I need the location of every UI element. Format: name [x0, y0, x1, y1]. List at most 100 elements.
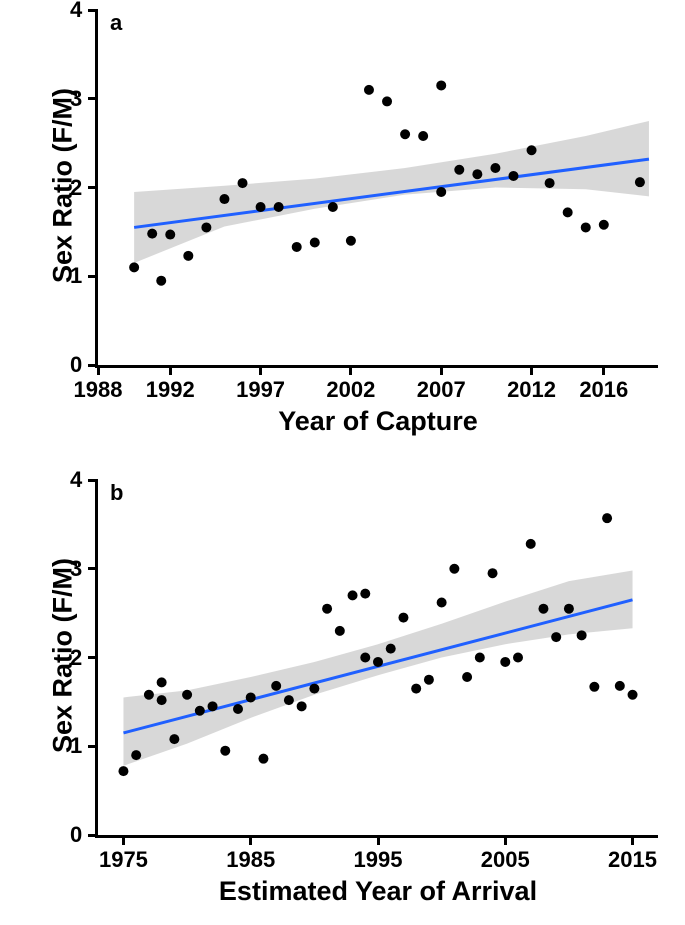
data-point	[258, 754, 268, 764]
data-point	[118, 766, 128, 776]
data-point	[527, 145, 537, 155]
x-tick-label: 2005	[481, 847, 530, 873]
data-point	[238, 178, 248, 188]
x-tick-label: 1975	[99, 847, 148, 873]
data-point	[449, 564, 459, 574]
y-tick-label: 3	[70, 556, 82, 582]
y-tick-label: 0	[70, 352, 82, 378]
data-point	[454, 165, 464, 175]
data-point	[400, 129, 410, 139]
data-point	[628, 690, 638, 700]
x-tick-label: 1988	[74, 377, 123, 403]
y-tick	[88, 834, 98, 837]
data-point	[256, 202, 266, 212]
x-tick	[259, 365, 262, 375]
data-point	[335, 626, 345, 636]
data-point	[292, 242, 302, 252]
data-point	[424, 675, 434, 685]
chart-svg-b	[98, 480, 658, 835]
x-tick	[169, 365, 172, 375]
data-point	[508, 171, 518, 181]
figure-container: a Sex Ratio (F/M) Year of Capture 198819…	[0, 0, 685, 925]
y-tick-label: 3	[70, 86, 82, 112]
y-tick	[88, 97, 98, 100]
data-point	[513, 653, 523, 663]
data-point	[274, 202, 284, 212]
data-point	[436, 80, 446, 90]
y-tick	[88, 656, 98, 659]
data-point	[398, 613, 408, 623]
y-tick	[88, 186, 98, 189]
x-tick-label: 2012	[507, 377, 556, 403]
y-tick	[88, 745, 98, 748]
data-point	[322, 604, 332, 614]
data-point	[364, 85, 374, 95]
y-tick	[88, 9, 98, 12]
data-point	[475, 653, 485, 663]
x-tick	[377, 835, 380, 845]
x-tick-label: 2002	[326, 377, 375, 403]
plot-area-a: a Sex Ratio (F/M) Year of Capture 198819…	[95, 10, 658, 368]
data-point	[309, 684, 319, 694]
data-point	[635, 177, 645, 187]
data-point	[418, 131, 428, 141]
y-tick-label: 2	[70, 645, 82, 671]
y-tick-label: 2	[70, 175, 82, 201]
x-tick-label: 1992	[146, 377, 195, 403]
data-point	[360, 589, 370, 599]
data-point	[386, 644, 396, 654]
data-point	[271, 681, 281, 691]
data-point	[297, 701, 307, 711]
x-tick	[504, 835, 507, 845]
x-tick-label: 1995	[354, 847, 403, 873]
data-point	[602, 513, 612, 523]
x-tick-label: 2015	[608, 847, 657, 873]
y-tick	[88, 275, 98, 278]
data-point	[208, 701, 218, 711]
plot-area-b: b Sex Ratio (F/M) Estimated Year of Arri…	[95, 480, 658, 838]
data-point	[551, 632, 561, 642]
data-point	[246, 692, 256, 702]
y-tick-label: 4	[70, 0, 82, 23]
data-point	[169, 734, 179, 744]
data-point	[346, 236, 356, 246]
data-point	[182, 690, 192, 700]
data-point	[577, 630, 587, 640]
data-point	[545, 178, 555, 188]
data-point	[220, 746, 230, 756]
data-point	[373, 657, 383, 667]
data-point	[462, 672, 472, 682]
x-tick-label: 1985	[226, 847, 275, 873]
data-point	[563, 207, 573, 217]
data-point	[472, 169, 482, 179]
x-tick	[530, 365, 533, 375]
data-point	[411, 684, 421, 694]
data-point	[589, 682, 599, 692]
data-point	[131, 750, 141, 760]
y-tick-label: 1	[70, 263, 82, 289]
x-tick	[349, 365, 352, 375]
data-point	[147, 229, 157, 239]
data-point	[360, 653, 370, 663]
x-tick-label: 2007	[417, 377, 466, 403]
chart-svg-a	[98, 10, 658, 365]
x-tick	[122, 835, 125, 845]
data-point	[581, 222, 591, 232]
data-point	[490, 163, 500, 173]
x-tick-label: 2016	[579, 377, 628, 403]
data-point	[183, 251, 193, 261]
data-point	[144, 690, 154, 700]
data-point	[219, 194, 229, 204]
data-point	[157, 677, 167, 687]
y-tick-label: 0	[70, 822, 82, 848]
data-point	[328, 202, 338, 212]
y-tick	[88, 567, 98, 570]
data-point	[437, 597, 447, 607]
x-tick	[249, 835, 252, 845]
y-tick	[88, 364, 98, 367]
data-point	[382, 96, 392, 106]
data-point	[195, 706, 205, 716]
y-tick	[88, 479, 98, 482]
data-point	[526, 539, 536, 549]
data-point	[129, 262, 139, 272]
